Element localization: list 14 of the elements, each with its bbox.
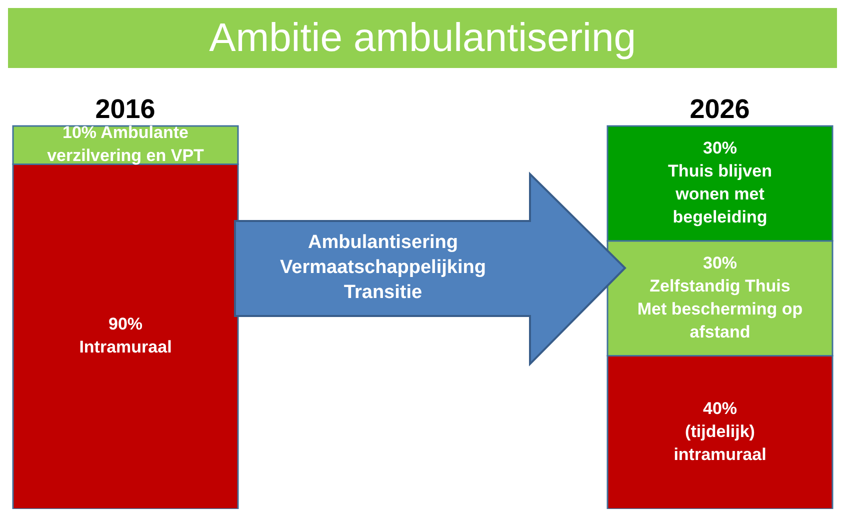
series-label: Thuis blijven wonen met begeleiding bbox=[668, 161, 772, 226]
series-label: Intramuraal bbox=[79, 338, 172, 357]
series-label: Zelfstandig Thuis Met bescherming op afstand bbox=[637, 276, 803, 342]
data-label: 90% bbox=[108, 314, 143, 334]
x-tick-label: 2016 bbox=[95, 94, 156, 124]
text: verzilvering en VPT bbox=[47, 146, 204, 166]
data-label: 30% bbox=[702, 253, 738, 272]
data-label: 40% bbox=[702, 398, 738, 418]
annotation: Ambulantisering Vermaatschappelijking Transitie bbox=[280, 232, 486, 304]
data-label: 30% bbox=[702, 138, 738, 158]
x-tick-label: 2026 bbox=[690, 94, 750, 124]
series-label: (tijdelijk) intramuraal bbox=[674, 422, 766, 464]
text: 10% Ambulante bbox=[62, 123, 188, 142]
chart-title: Ambitie ambulantisering bbox=[8, 8, 837, 68]
